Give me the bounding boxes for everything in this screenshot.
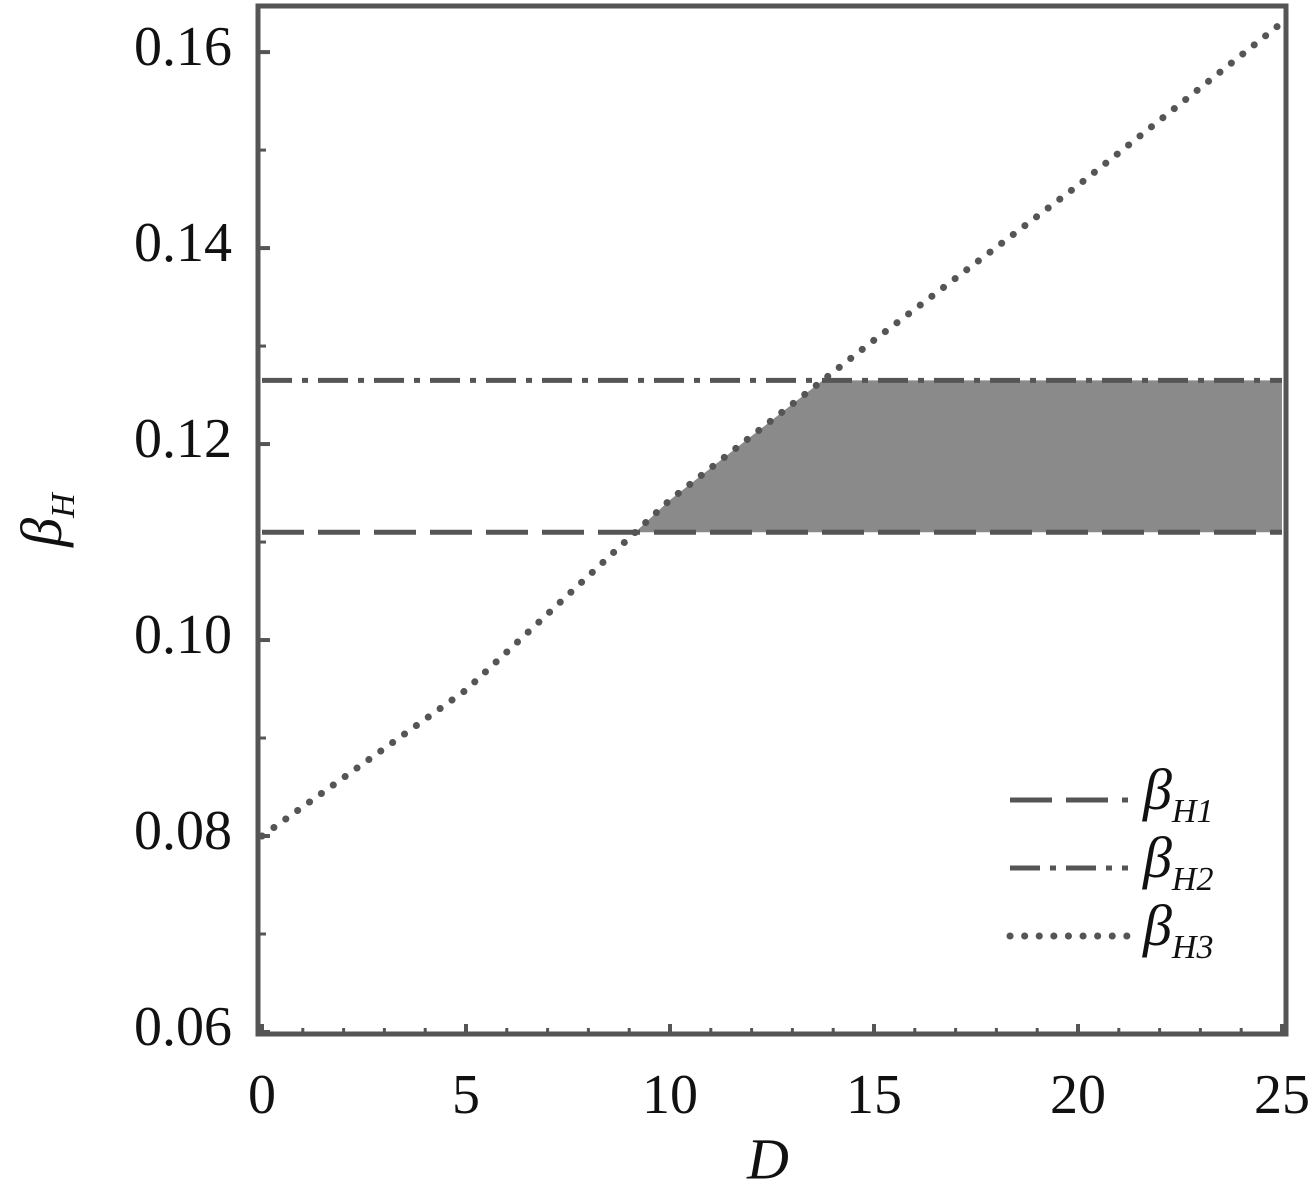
legend-label: βH3 [1142,893,1213,965]
series-line [258,19,1286,840]
legend-label: βH1 [1142,757,1213,829]
y-tick-label: 0.10 [134,604,232,666]
x-tick-label: 0 [248,1064,276,1126]
y-tick-label: 0.14 [134,212,232,274]
y-axis-label: βH [9,491,81,548]
y-tick-label: 0.16 [134,16,232,78]
x-tick-label: 15 [846,1064,902,1126]
x-tick-label: 25 [1254,1064,1310,1126]
x-axis-label: D [746,1126,789,1191]
y-tick-label: 0.08 [134,800,232,862]
x-tick-label: 10 [642,1064,698,1126]
y-tick-label: 0.06 [134,996,232,1058]
y-tick-label: 0.12 [134,408,232,470]
legend-label: βH2 [1142,825,1213,897]
x-tick-label: 5 [452,1064,480,1126]
feasible-region [635,380,1282,533]
plot-frame [255,3,1289,1037]
x-tick-label: 20 [1050,1064,1106,1126]
